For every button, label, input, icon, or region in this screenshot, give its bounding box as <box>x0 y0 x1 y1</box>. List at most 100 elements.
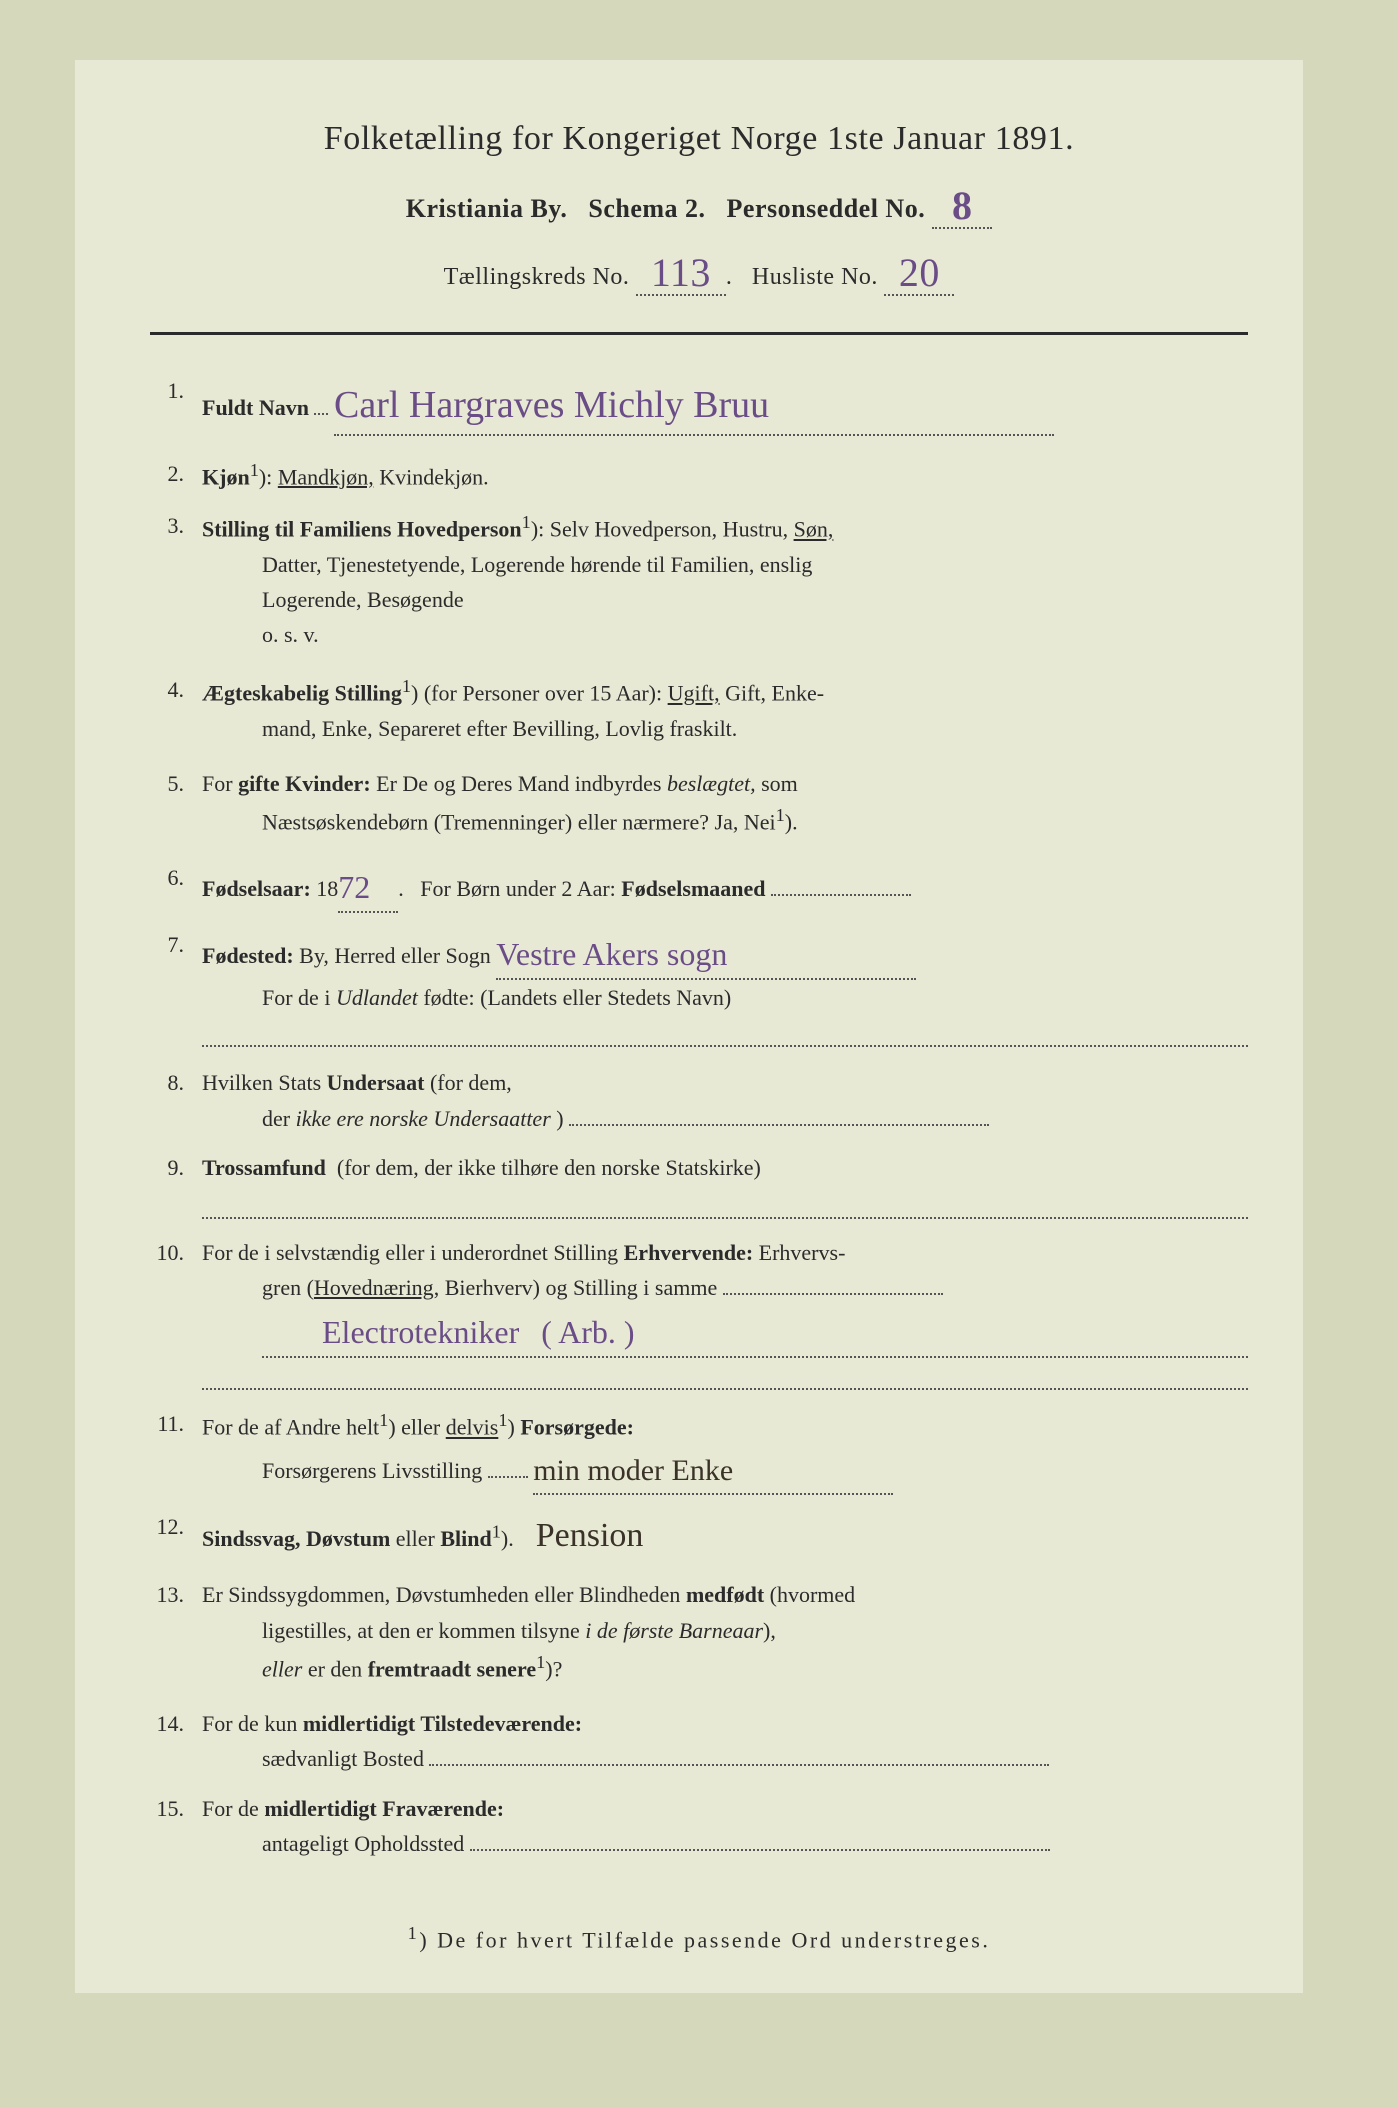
row-4: 4. Ægteskabelig Stilling1) (for Personer… <box>150 672 1248 746</box>
footnote-sup: 1 <box>408 1923 420 1943</box>
relation-text3: Logerende, Besøgende <box>202 582 1248 617</box>
sup: 1 <box>536 1652 545 1672</box>
r10-bold: Erhvervende: <box>624 1240 754 1265</box>
husliste-label: Husliste No. <box>752 264 878 290</box>
row-number: 7. <box>150 927 202 1015</box>
r5-bold: gifte Kvinder: <box>238 771 371 796</box>
sup: 1 <box>776 805 785 825</box>
relation-text2: Datter, Tjenestetyende, Logerende hørend… <box>202 547 1248 582</box>
r13-text3: eller <box>262 1656 302 1681</box>
r8-ital: ikke ere norske Undersaatter <box>296 1106 551 1131</box>
fullname-value: Carl Hargraves Michly Bruu <box>334 384 769 426</box>
relation-label: Stilling til Familiens Hovedperson <box>202 517 522 542</box>
r7-text1: By, Herred eller Sogn <box>299 943 491 968</box>
row-number: 4. <box>150 672 202 746</box>
kreds-label: Tællingskreds No. <box>444 264 630 290</box>
form-title: Folketælling for Kongeriget Norge 1ste J… <box>150 120 1248 158</box>
r10-text1b: Erhvervs- <box>759 1240 846 1265</box>
r13-text1b: (hvormed <box>770 1582 856 1607</box>
row-number: 2. <box>150 456 202 495</box>
r6-mid: For Børn under 2 Aar: <box>420 876 616 901</box>
form-subtitle: Kristiania By. Schema 2. Personseddel No… <box>150 180 1248 229</box>
r5-for: For <box>202 771 238 796</box>
blank-line <box>202 1376 1248 1390</box>
form-header: Folketælling for Kongeriget Norge 1ste J… <box>150 120 1248 296</box>
r7-ital: Udlandet <box>336 985 418 1010</box>
row-number: 13. <box>150 1577 202 1686</box>
r7-text2: For de i <box>262 985 336 1010</box>
r13-text2: ligestilles, at den er kommen tilsyne <box>262 1618 585 1643</box>
personseddel-value: 8 <box>952 182 973 229</box>
header-divider <box>150 332 1248 335</box>
r12-bold: Sindssvag, Døvstum <box>202 1526 390 1551</box>
row-1: 1. Fuldt Navn Carl Hargraves Michly Bruu <box>150 373 1248 436</box>
sup: 1 <box>492 1522 501 1542</box>
blank-line <box>202 1205 1248 1219</box>
birthyear-value: 72 <box>338 869 370 905</box>
r11-bold: Forsørgede: <box>520 1415 634 1440</box>
form-third-line: Tællingskreds No. 113 . Husliste No. 20 <box>150 247 1248 296</box>
r5-text2b: ). <box>785 810 798 835</box>
r8-bold: Undersaat <box>327 1070 425 1095</box>
row-11: 11. For de af Andre helt1) eller delvis1… <box>150 1406 1248 1495</box>
sex-female: Kvindekjøn. <box>379 464 488 489</box>
birthyear-label: Fødselsaar: <box>202 876 311 901</box>
r8-text2: (for dem, <box>430 1070 512 1095</box>
row-number: 10. <box>150 1235 202 1359</box>
sup: 1 <box>522 512 531 532</box>
r11-text2: Forsørgerens Livsstilling <box>262 1458 482 1483</box>
r15-bold: midlertidigt Fraværende: <box>264 1796 504 1821</box>
sup: 1 <box>379 1410 388 1430</box>
r12-text: eller <box>396 1526 441 1551</box>
footnote-text: ) De for hvert Tilfælde passende Ord und… <box>419 1927 990 1952</box>
row-8: 8. Hvilken Stats Undersaat (for dem, der… <box>150 1065 1248 1135</box>
schema-label: Schema 2. <box>588 194 705 223</box>
row-number: 9. <box>150 1150 202 1185</box>
marital-label: Ægteskabelig Stilling <box>202 681 402 706</box>
r11-text1c: ) <box>507 1415 520 1440</box>
row-number: 1. <box>150 373 202 436</box>
row-5: 5. For gifte Kvinder: Er De og Deres Man… <box>150 766 1248 840</box>
birthyear-prefix: 18 <box>316 876 338 901</box>
sup: 1 <box>250 460 259 480</box>
row-number: 3. <box>150 508 202 652</box>
blank-line <box>202 1033 1248 1047</box>
r13-text2b: ), <box>763 1618 776 1643</box>
r8-text4: ) <box>556 1106 563 1131</box>
sex-male: Mandkjøn, <box>278 464 374 489</box>
relation-text1: Selv Hovedperson, Hustru, <box>550 517 794 542</box>
sex-label: Kjøn <box>202 464 250 489</box>
r11-u: delvis <box>446 1415 499 1440</box>
relation-text4: o. s. v. <box>202 617 1248 652</box>
r5-text1: Er De og Deres Mand indbyrdes <box>376 771 667 796</box>
row-number: 11. <box>150 1406 202 1495</box>
row-number: 6. <box>150 860 202 913</box>
marital-paren: (for Personer over 15 Aar): <box>424 681 662 706</box>
row-3: 3. Stilling til Familiens Hovedperson1):… <box>150 508 1248 652</box>
r10-text1: For de i selvstændig eller i underordnet… <box>202 1240 624 1265</box>
row-7: 7. Fødested: By, Herred eller Sogn Vestr… <box>150 927 1248 1015</box>
row-10: 10. For de i selvstændig eller i underor… <box>150 1235 1248 1359</box>
r13-text3c: )? <box>545 1656 562 1681</box>
row-2: 2. Kjøn1): Mandkjøn, Kvindekjøn. <box>150 456 1248 495</box>
r14-text1: For de kun <box>202 1711 303 1736</box>
row-12: 12. Sindssvag, Døvstum eller Blind1). Pe… <box>150 1509 1248 1563</box>
row-number: 15. <box>150 1791 202 1861</box>
r12-text2: ). <box>501 1526 514 1551</box>
r10-u1: Hovednæring <box>314 1275 434 1300</box>
r13-text3b: er den <box>308 1656 368 1681</box>
city-label: Kristiania By. <box>406 194 568 223</box>
row-number: 5. <box>150 766 202 840</box>
row-number: 12. <box>150 1509 202 1563</box>
r6-month: Fødselsmaaned <box>621 876 765 901</box>
r9-bold: Trossamfund <box>202 1155 326 1180</box>
occupation-note: ( Arb. ) <box>541 1314 634 1350</box>
r13-bold2: fremtraadt senere <box>368 1656 536 1681</box>
personseddel-label: Personseddel No. <box>727 194 926 223</box>
row-number: 14. <box>150 1706 202 1776</box>
r14-bold: midlertidigt Tilstedeværende: <box>303 1711 582 1736</box>
r12-bold2: Blind <box>440 1526 491 1551</box>
fullname-label: Fuldt Navn <box>202 395 309 420</box>
r12-hw: Pension <box>536 1517 644 1554</box>
footnote: 1) De for hvert Tilfælde passende Ord un… <box>150 1923 1248 1953</box>
